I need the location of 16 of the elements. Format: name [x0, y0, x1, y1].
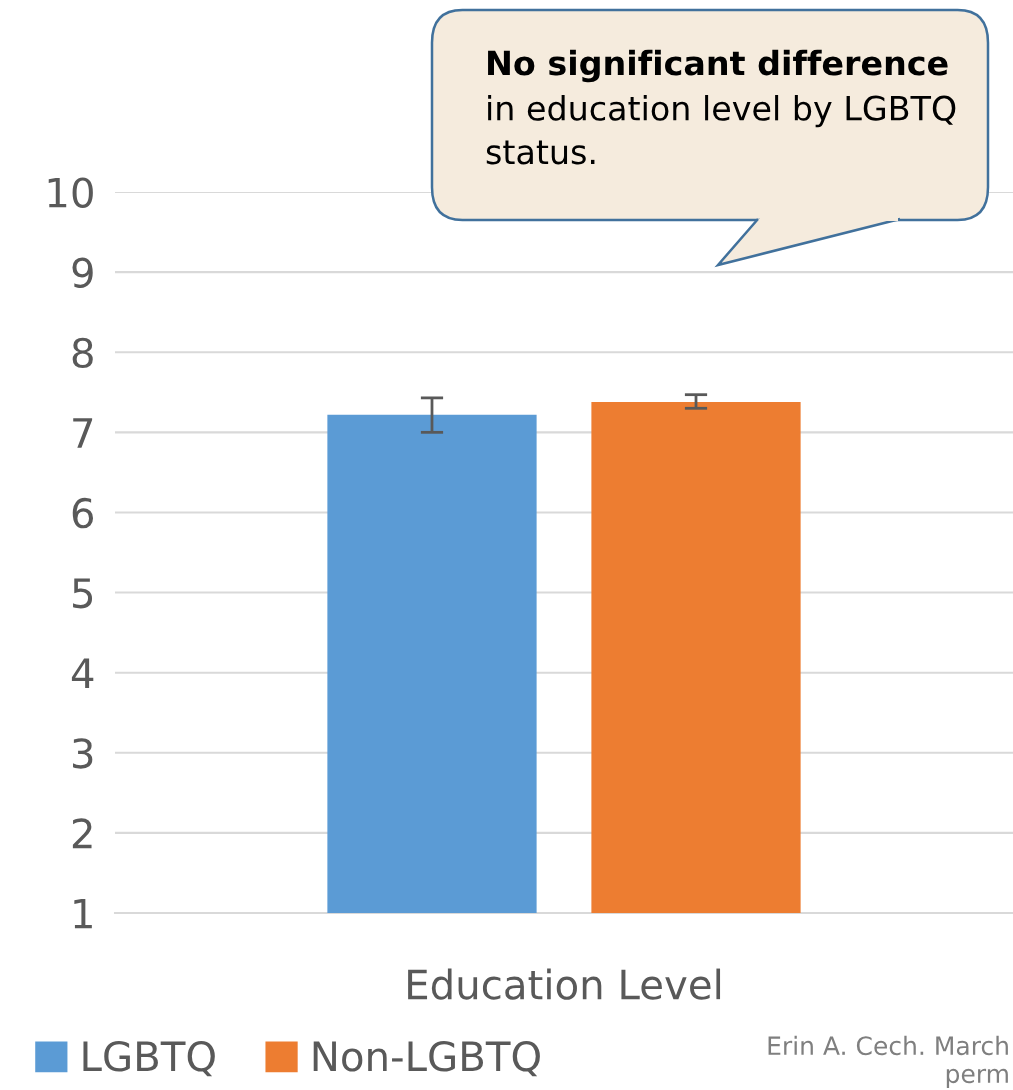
y-tick-label: 10 [48, 177, 93, 208]
y-tick-label: 3 [73, 738, 93, 769]
y-tick-label: 9 [72, 257, 93, 288]
y-tick-label: 5 [73, 578, 93, 609]
y-tick-label: 1 [74, 898, 92, 929]
y-tick-label: 2 [72, 818, 92, 849]
legend-label: Non-LGBTQ [313, 1041, 540, 1077]
text: Erin A. Cech. March perm [768, 1035, 1008, 1088]
x-tick-label: Education Level [408, 968, 721, 1000]
y-tick-label: 8 [72, 337, 93, 369]
text: in education level by LGBTQ status. [486, 95, 956, 165]
y-tick-label: 4 [71, 658, 94, 688]
y-tick-label: 7 [73, 418, 93, 448]
text: No significant difference [488, 49, 948, 83]
y-tick-label: 6 [72, 497, 94, 529]
legend-label: LGBTQ [83, 1041, 215, 1077]
